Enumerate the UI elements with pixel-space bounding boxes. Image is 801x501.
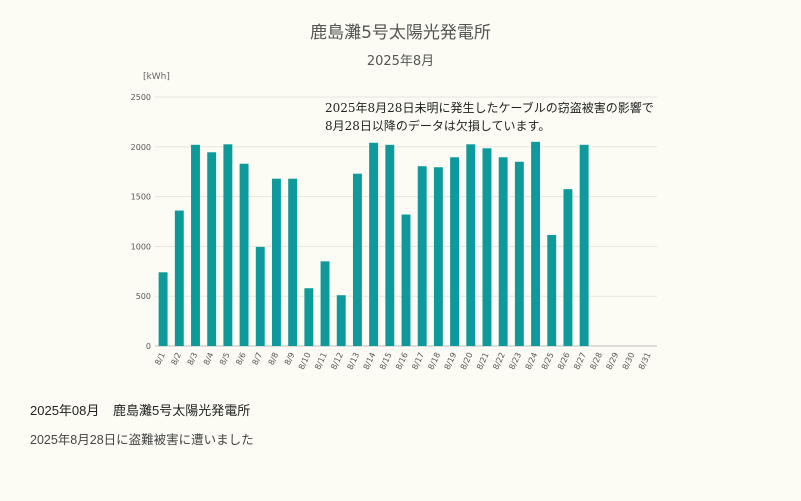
bar-8-7[interactable] — [255, 246, 265, 346]
x-tick-label: 8/10 — [297, 351, 313, 371]
bar-8-3[interactable] — [191, 144, 200, 346]
bar-8-22[interactable] — [498, 157, 508, 346]
bar-8-15[interactable] — [385, 144, 395, 346]
report-heading: 2025年08月 鹿島灘5号太陽光発電所 — [30, 400, 260, 419]
bar-8-13[interactable] — [352, 173, 362, 346]
bar-8-21[interactable] — [482, 148, 492, 346]
x-tick-label: 8/17 — [410, 351, 426, 371]
bar-8-4[interactable] — [207, 152, 217, 346]
bar-8-8[interactable] — [271, 178, 281, 346]
x-tick-label: 8/5 — [218, 351, 232, 366]
y-tick-label: 1500 — [131, 193, 151, 202]
bar-8-11[interactable] — [320, 261, 330, 346]
y-tick-label: 2000 — [131, 143, 151, 152]
x-tick-label: 8/7 — [250, 351, 264, 366]
bar-8-6[interactable] — [239, 163, 249, 346]
chart-title: 鹿島灘5号太陽光発電所 — [310, 23, 491, 43]
annotation-line-2: 8月28日以降のデータは欠損しています。 — [325, 118, 550, 133]
report-plant-name: 鹿島灘5号太陽光発電所 — [113, 403, 251, 418]
x-tick-label: 8/22 — [491, 351, 507, 371]
annotation-line-1: 2025年8月28日未明に発生したケーブルの窃盗被害の影響で — [325, 100, 654, 115]
x-tick-label: 8/13 — [345, 351, 361, 371]
y-tick-label: 2500 — [131, 93, 151, 102]
bar-8-14[interactable] — [369, 142, 379, 346]
y-tick-label: 1000 — [131, 242, 151, 251]
bar-8-12[interactable] — [336, 295, 346, 346]
theft-notice: 2025年8月28日に盗難被害に遭いました — [30, 433, 254, 447]
bar-8-10[interactable] — [304, 288, 314, 346]
x-tick-label: 8/8 — [267, 351, 281, 366]
x-tick-label: 8/11 — [313, 351, 329, 371]
bar-8-9[interactable] — [288, 178, 298, 346]
bar-8-25[interactable] — [547, 234, 557, 346]
x-tick-label: 8/1 — [153, 351, 167, 366]
x-tick-label: 8/15 — [378, 351, 394, 371]
bar-8-20[interactable] — [466, 144, 476, 346]
bar-8-2[interactable] — [174, 210, 184, 346]
x-tick-label: 8/21 — [475, 351, 491, 371]
x-tick-label: 8/19 — [443, 351, 459, 371]
bar-8-26[interactable] — [563, 189, 573, 346]
x-tick-label: 8/26 — [556, 351, 572, 371]
x-tick-label: 8/23 — [507, 351, 523, 371]
x-tick-label: 8/27 — [572, 351, 588, 371]
bar-8-23[interactable] — [514, 161, 524, 346]
chart-subtitle: 2025年8月 — [366, 54, 435, 69]
x-tick-label: 8/4 — [202, 351, 216, 366]
x-tick-label: 8/29 — [605, 351, 621, 371]
x-tick-label: 8/20 — [459, 351, 475, 371]
x-tick-label: 8/16 — [394, 351, 410, 371]
bar-8-1[interactable] — [158, 272, 168, 346]
report-period: 2025年08月 — [30, 403, 100, 418]
x-tick-label: 8/30 — [621, 351, 637, 371]
x-tick-label: 8/14 — [362, 351, 378, 371]
x-tick-label: 8/24 — [524, 351, 540, 371]
x-tick-label: 8/25 — [540, 351, 556, 371]
bar-8-17[interactable] — [417, 166, 427, 346]
bar-8-19[interactable] — [450, 157, 460, 346]
y-tick-label: 500 — [136, 292, 151, 301]
bar-8-24[interactable] — [531, 141, 541, 346]
x-tick-label: 8/9 — [283, 351, 297, 366]
bar-8-27[interactable] — [579, 144, 589, 346]
bar-8-18[interactable] — [433, 167, 443, 346]
x-tick-label: 8/6 — [234, 351, 248, 366]
bar-8-5[interactable] — [223, 144, 233, 346]
bar-8-16[interactable] — [401, 214, 411, 346]
x-tick-label: 8/3 — [186, 351, 200, 366]
y-tick-label: 0 — [146, 342, 151, 351]
x-tick-label: 8/31 — [637, 351, 653, 371]
x-tick-label: 8/28 — [588, 351, 604, 371]
y-axis-label: [kWh] — [143, 72, 170, 82]
bar-chart: 8/1 8/2 8/3 8/4 8/5 8/6 8/7 8/8 8/9 8/10 8/11 8/12 8… — [131, 72, 657, 371]
x-tick-label: 8/12 — [329, 351, 345, 371]
x-tick-label: 8/18 — [426, 351, 442, 371]
x-tick-label: 8/2 — [170, 351, 184, 366]
